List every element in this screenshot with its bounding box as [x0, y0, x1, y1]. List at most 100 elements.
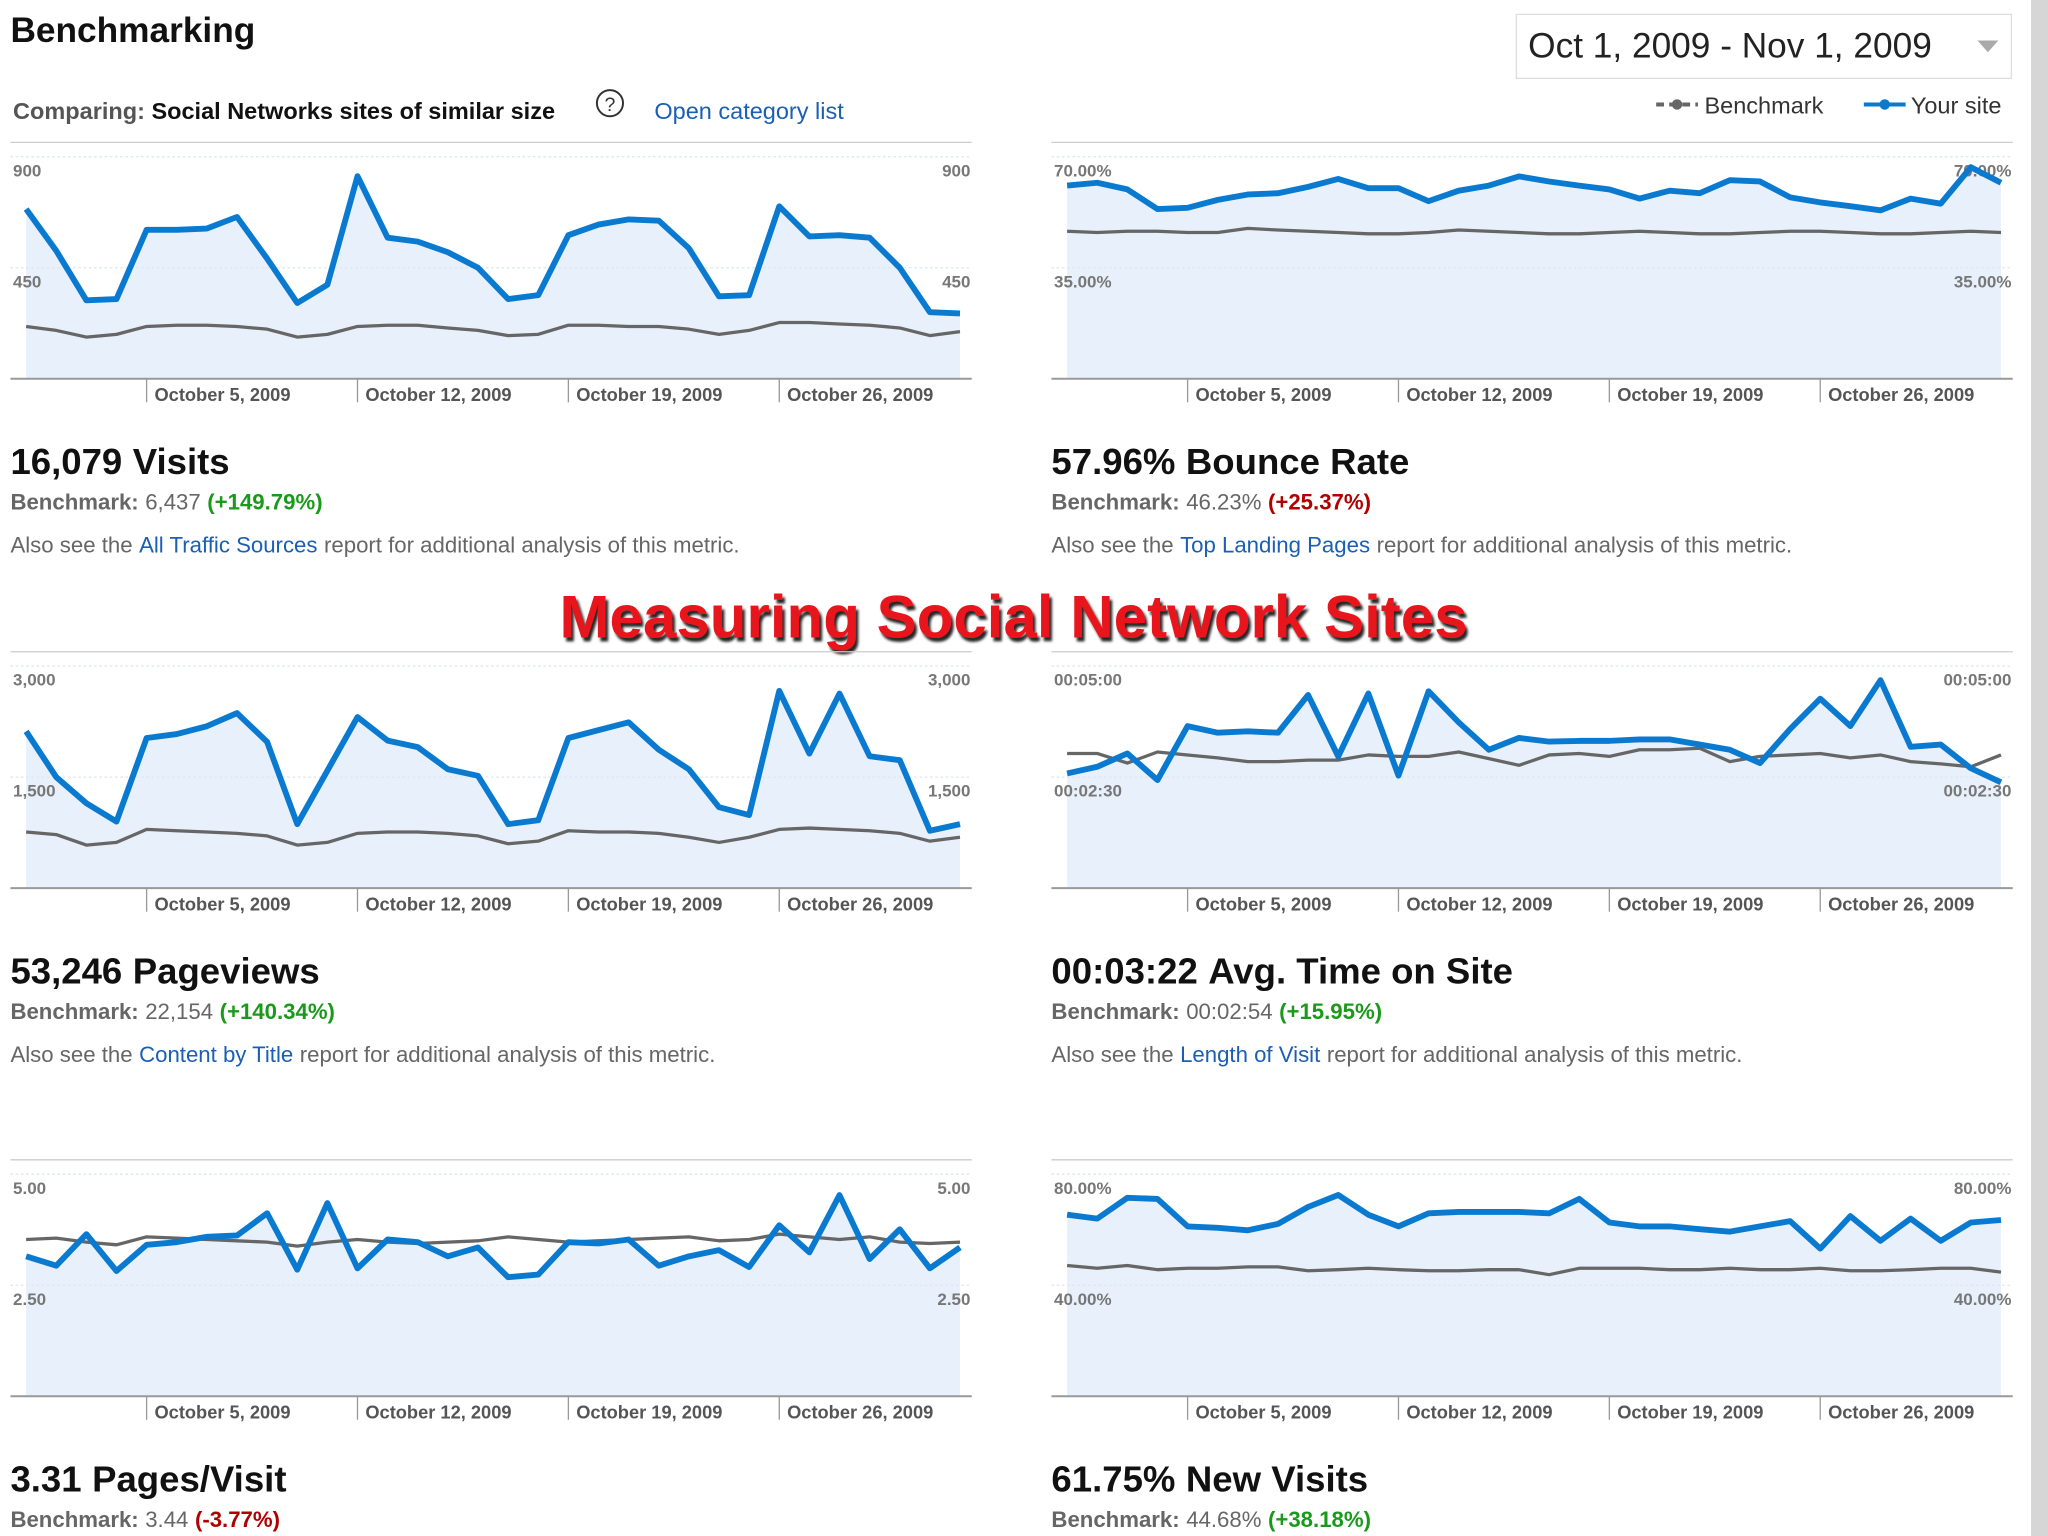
y-tick-label-right: 450: [942, 272, 970, 291]
x-tick-label: October 19, 2009: [1617, 1401, 1763, 1422]
x-tick-label: October 5, 2009: [1195, 1401, 1331, 1422]
benchmark-change: (+25.37%): [1268, 489, 1371, 514]
x-tick-label: October 19, 2009: [576, 1401, 722, 1422]
help-icon[interactable]: [595, 89, 624, 118]
note-suffix: report for additional analysis of this m…: [1377, 532, 1793, 557]
series-area: [26, 690, 961, 889]
x-tick-label: October 12, 2009: [365, 384, 511, 405]
x-tick-label: October 26, 2009: [787, 384, 933, 405]
x-tick-label: October 12, 2009: [365, 1401, 511, 1422]
scrollbar[interactable]: [2031, 0, 2048, 1536]
metric-note: Also see the All Traffic Sources report fo…: [10, 532, 739, 557]
y-tick-label-right: 00:02:30: [1943, 782, 2011, 801]
benchmark-line: [25, 826, 961, 847]
comparing-label: Comparing:: [13, 98, 145, 124]
x-tick-label: October 19, 2009: [576, 384, 722, 405]
y-tick-label: 5.00: [13, 1179, 46, 1198]
help-icon-text[interactable]: ?: [605, 94, 616, 116]
page-title: Benchmarking: [10, 11, 255, 50]
x-tick-label: October 12, 2009: [1406, 1401, 1552, 1422]
y-tick-label-right: 3,000: [928, 671, 970, 690]
metric-value: 61.75%: [1051, 1459, 1175, 1500]
y-tick-label-right: 40.00%: [1954, 1290, 2012, 1309]
note-suffix: report for additional analysis of this m…: [324, 532, 740, 557]
report-link[interactable]: Top Landing Pages: [1180, 532, 1370, 557]
benchmark-line: [1067, 226, 2002, 236]
series-area: [26, 176, 961, 379]
y-tick-label-right: 2.50: [937, 1290, 970, 1309]
date-range[interactable]: Oct 1, 2009 - Nov 1, 2009: [1528, 26, 1932, 65]
metric-name: Bounce Rate: [1186, 441, 1409, 482]
your-site-line: [1066, 677, 2003, 785]
series-area: [1067, 680, 2001, 889]
x-tick-label: October 5, 2009: [154, 384, 290, 405]
y-tick-label: 00:02:30: [1054, 782, 1122, 801]
x-tick-label: October 26, 2009: [787, 893, 933, 914]
note-suffix: report for additional analysis of this m…: [1327, 1042, 1743, 1067]
benchmark-line: [25, 320, 961, 339]
legend-dot: [1671, 99, 1683, 110]
benchmark-line-text: Benchmark: 46.23% (+25.37%): [1051, 489, 1371, 514]
date-range-box[interactable]: [1515, 13, 2013, 80]
comparing: Comparing: Social Networks sites of simil…: [13, 98, 555, 124]
metric-headline: 61.75% New Visits: [1051, 1459, 1368, 1500]
x-tick-label: October 26, 2009: [787, 1401, 933, 1422]
metric-value: 16,079: [10, 441, 122, 482]
metric-headline: 57.96% Bounce Rate: [1051, 441, 1409, 482]
x-tick-label: October 26, 2009: [1828, 1401, 1974, 1422]
y-tick-label: 40.00%: [1054, 1290, 1112, 1309]
x-tick-label: October 5, 2009: [154, 893, 290, 914]
benchmark-value: 22,154: [145, 999, 213, 1024]
y-tick-label: 450: [13, 272, 41, 291]
benchmark-line: [1066, 1263, 2002, 1277]
benchmark-change: (+38.18%): [1268, 1507, 1371, 1532]
comparing-value: Social Networks sites of similar size: [151, 98, 555, 124]
report-link[interactable]: Length of Visit: [1180, 1042, 1320, 1067]
note-prefix: Also see the: [1051, 1042, 1173, 1067]
benchmark-change: (+140.34%): [220, 999, 335, 1024]
benchmark-change: (+149.79%): [207, 489, 322, 514]
metric-value: 3.31: [10, 1459, 81, 1500]
your-site-line: [23, 173, 961, 317]
benchmark-change: (+15.95%): [1279, 999, 1382, 1024]
x-tick-label: October 26, 2009: [1828, 384, 1974, 405]
benchmark-value: 44.68%: [1186, 1507, 1261, 1532]
benchmark-label: Benchmark:: [1051, 999, 1179, 1024]
x-tick-label: October 19, 2009: [1617, 893, 1763, 914]
benchmark-line-text: Benchmark: 00:02:54 (+15.95%): [1051, 999, 1382, 1024]
benchmark-label: Benchmark:: [1051, 489, 1179, 514]
x-tick-label: October 5, 2009: [154, 1401, 290, 1422]
benchmark-line-text: Benchmark: 22,154 (+140.34%): [10, 999, 335, 1024]
y-tick-label-right: 1,500: [928, 782, 970, 801]
report-link[interactable]: Content by Title: [139, 1042, 293, 1067]
x-tick-label: October 19, 2009: [576, 893, 722, 914]
chart-panel: 35.00% 35.00%70.00% 70.00%October 5, 2009 O…: [1051, 141, 2013, 557]
benchmark-value: 00:02:54: [1186, 999, 1272, 1024]
dropdown-arrow[interactable]: [1977, 40, 1999, 53]
metric-value: 53,246: [10, 951, 122, 992]
benchmark-value: 6,437: [145, 489, 201, 514]
note-suffix: report for additional analysis of this m…: [300, 1042, 716, 1067]
chart-panel: 00:02:30 00:02:30 00:05:00 00:05:00 October …: [1051, 651, 2013, 1067]
x-tick-label: October 12, 2009: [1406, 893, 1552, 914]
metric-note: Also see the Content by Title report for a…: [10, 1042, 715, 1067]
metric-name: Pages/Visit: [92, 1459, 286, 1500]
y-tick-label-right: 900: [942, 161, 970, 180]
legend-label: Your site: [1911, 93, 2002, 119]
x-tick-label: October 26, 2009: [1828, 893, 1974, 914]
metric-name: Visits: [133, 441, 230, 482]
category-link[interactable]: Open category list: [654, 98, 844, 124]
y-tick-label: 3,000: [13, 671, 55, 690]
benchmark-label: Benchmark:: [10, 489, 138, 514]
series-area: [1067, 167, 2001, 379]
report-link[interactable]: All Traffic Sources: [139, 532, 317, 557]
benchmark-value: 46.23%: [1186, 489, 1261, 514]
benchmark-label: Benchmark:: [1051, 1507, 1179, 1532]
y-tick-label-right: 35.00%: [1954, 272, 2012, 291]
metric-headline: 16,079 Visits: [10, 441, 229, 482]
chart-panel: 1,500 1,500 3,000 3,000 October 5, 2009 Octob…: [10, 651, 972, 1067]
note-prefix: Also see the: [10, 532, 132, 557]
y-tick-label: 2.50: [13, 1290, 46, 1309]
x-tick-label: October 19, 2009: [1617, 384, 1763, 405]
